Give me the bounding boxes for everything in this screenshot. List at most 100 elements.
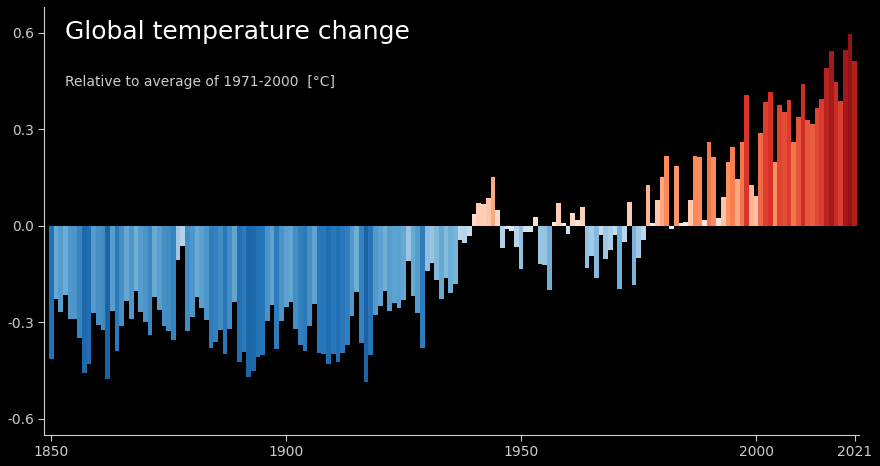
Bar <box>171 226 176 340</box>
Bar <box>716 218 721 226</box>
Bar <box>632 226 636 285</box>
Bar <box>307 226 312 326</box>
Bar <box>166 226 171 331</box>
Bar <box>528 226 533 232</box>
Bar <box>612 226 618 234</box>
Bar <box>345 226 349 345</box>
Bar <box>303 226 307 351</box>
Bar <box>655 200 660 226</box>
Bar <box>678 223 683 226</box>
Bar <box>349 226 355 316</box>
Bar <box>232 226 237 302</box>
Bar <box>406 226 411 261</box>
Bar <box>711 157 716 226</box>
Bar <box>180 226 185 246</box>
Bar <box>401 226 406 300</box>
Bar <box>576 220 580 226</box>
Text: Relative to average of 1971-2000  [°C]: Relative to average of 1971-2000 [°C] <box>64 75 334 89</box>
Bar <box>839 101 843 226</box>
Bar <box>510 226 514 231</box>
Bar <box>321 226 326 354</box>
Bar <box>369 226 373 355</box>
Text: Global temperature change: Global temperature change <box>64 20 409 44</box>
Bar <box>434 226 439 280</box>
Bar <box>265 226 270 321</box>
Bar <box>275 226 279 349</box>
Bar <box>63 226 68 295</box>
Bar <box>331 226 335 354</box>
Bar <box>552 222 556 226</box>
Bar <box>425 226 429 271</box>
Bar <box>833 82 839 226</box>
Bar <box>387 226 392 311</box>
Bar <box>542 226 547 265</box>
Bar <box>805 120 810 226</box>
Bar <box>519 226 524 269</box>
Bar <box>420 226 425 348</box>
Bar <box>383 226 387 291</box>
Bar <box>660 178 664 226</box>
Bar <box>148 226 152 335</box>
Bar <box>270 226 275 305</box>
Bar <box>556 204 561 226</box>
Bar <box>674 166 678 226</box>
Bar <box>810 123 815 226</box>
Bar <box>730 147 735 226</box>
Bar <box>561 223 566 226</box>
Bar <box>495 210 500 226</box>
Bar <box>759 133 763 226</box>
Bar <box>397 226 401 308</box>
Bar <box>82 226 86 373</box>
Bar <box>594 226 598 278</box>
Bar <box>359 226 363 343</box>
Bar <box>185 226 190 331</box>
Bar <box>96 226 100 325</box>
Bar <box>128 226 134 319</box>
Bar <box>598 226 604 235</box>
Bar <box>462 226 467 243</box>
Bar <box>415 226 420 313</box>
Bar <box>227 226 232 329</box>
Bar <box>467 226 472 236</box>
Bar <box>326 226 331 364</box>
Bar <box>190 226 194 317</box>
Bar <box>547 226 552 290</box>
Bar <box>209 226 213 349</box>
Bar <box>341 226 345 353</box>
Bar <box>618 226 622 288</box>
Bar <box>853 62 857 226</box>
Bar <box>260 226 265 355</box>
Bar <box>664 156 669 226</box>
Bar <box>134 226 138 291</box>
Bar <box>92 226 96 313</box>
Bar <box>284 226 289 307</box>
Bar <box>608 226 612 250</box>
Bar <box>363 226 369 382</box>
Bar <box>162 226 166 326</box>
Bar <box>439 226 444 299</box>
Bar <box>152 226 157 297</box>
Bar <box>120 226 124 326</box>
Bar <box>124 226 128 301</box>
Bar <box>490 177 495 226</box>
Bar <box>486 198 490 226</box>
Bar <box>110 226 114 310</box>
Bar <box>86 226 92 363</box>
Bar <box>157 226 162 310</box>
Bar <box>279 226 284 321</box>
Bar <box>514 226 519 247</box>
Bar <box>213 226 218 342</box>
Bar <box>106 226 110 379</box>
Bar <box>312 226 317 304</box>
Bar <box>604 226 608 260</box>
Bar <box>791 142 796 226</box>
Bar <box>199 226 204 308</box>
Bar <box>138 226 143 312</box>
Bar <box>58 226 63 312</box>
Bar <box>476 203 481 226</box>
Bar <box>293 226 298 329</box>
Bar <box>49 226 54 359</box>
Bar <box>448 226 453 293</box>
Bar <box>72 226 77 319</box>
Bar <box>251 226 256 371</box>
